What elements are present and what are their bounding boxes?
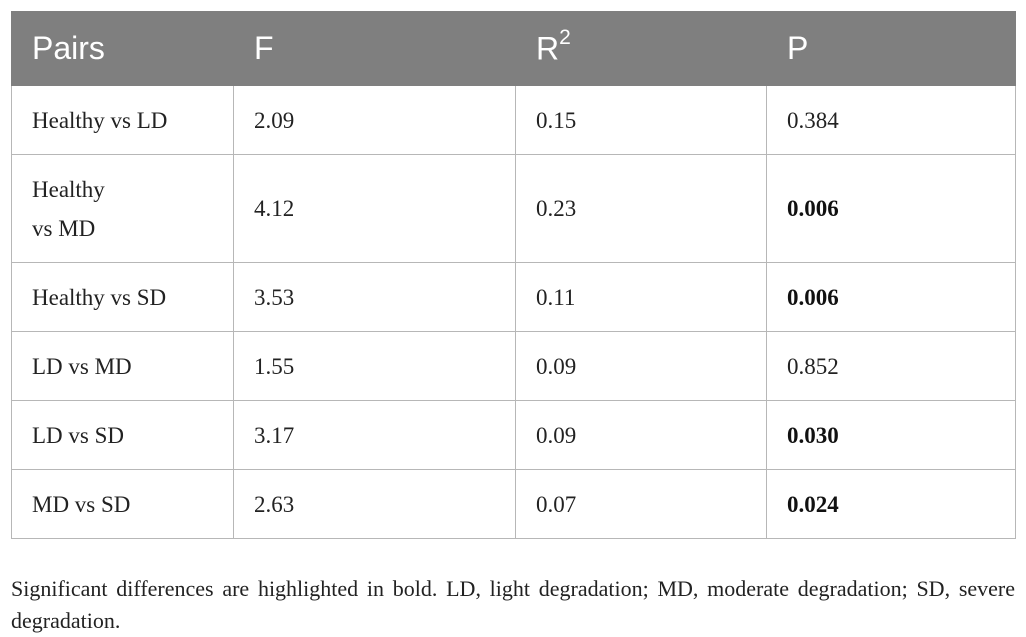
cell-pair-line2: vs MD xyxy=(32,215,96,241)
cell-r2: 0.11 xyxy=(515,262,767,332)
header-r2-base: R xyxy=(536,30,560,67)
cell-p: 0.024 xyxy=(766,469,1016,539)
table-row: Healthy vs LD 2.09 0.15 0.384 xyxy=(11,85,1016,155)
header-r2-superscript: 2 xyxy=(559,25,571,49)
header-row: Pairs F R2 P xyxy=(11,11,1016,86)
table-row: LD vs MD 1.55 0.09 0.852 xyxy=(11,331,1016,401)
cell-f: 1.55 xyxy=(233,331,516,401)
cell-pair: LD vs SD xyxy=(11,400,234,470)
cell-pair: Healthy vs LD xyxy=(11,85,234,155)
cell-p: 0.030 xyxy=(766,400,1016,470)
cell-p: 0.852 xyxy=(766,331,1016,401)
header-pairs: Pairs xyxy=(11,11,234,86)
cell-f: 4.12 xyxy=(233,154,516,263)
cell-p: 0.006 xyxy=(766,262,1016,332)
cell-pair: Healthy vs SD xyxy=(11,262,234,332)
cell-r2: 0.15 xyxy=(515,85,767,155)
cell-f: 2.63 xyxy=(233,469,516,539)
cell-pair-line1: Healthy xyxy=(32,176,105,202)
cell-f: 3.53 xyxy=(233,262,516,332)
table-row: LD vs SD 3.17 0.09 0.030 xyxy=(11,400,1016,470)
header-r2: R2 xyxy=(515,11,767,86)
table-header: Pairs F R2 P xyxy=(11,11,1016,86)
cell-p: 0.384 xyxy=(766,85,1016,155)
results-table-container: Pairs F R2 P Healthy vs LD 2.09 0.15 0.3… xyxy=(11,11,1016,539)
header-p: P xyxy=(766,11,1016,86)
cell-r2: 0.09 xyxy=(515,400,767,470)
table-row: Healthy vs SD 3.53 0.11 0.006 xyxy=(11,262,1016,332)
cell-r2: 0.09 xyxy=(515,331,767,401)
table-footnote: Significant differences are highlighted … xyxy=(11,576,1015,633)
table-body: Healthy vs LD 2.09 0.15 0.384 Healthy vs … xyxy=(11,85,1016,539)
cell-pair: MD vs SD xyxy=(11,469,234,539)
cell-f: 3.17 xyxy=(233,400,516,470)
header-f: F xyxy=(233,11,516,86)
cell-f: 2.09 xyxy=(233,85,516,155)
results-table: Pairs F R2 P Healthy vs LD 2.09 0.15 0.3… xyxy=(11,11,1016,539)
table-row: Healthy vs MD 4.12 0.23 0.006 xyxy=(11,154,1016,263)
cell-pair: LD vs MD xyxy=(11,331,234,401)
table-row: MD vs SD 2.63 0.07 0.024 xyxy=(11,469,1016,539)
cell-r2: 0.07 xyxy=(515,469,767,539)
cell-pair: Healthy vs MD xyxy=(11,154,234,263)
cell-r2: 0.23 xyxy=(515,154,767,263)
cell-p: 0.006 xyxy=(766,154,1016,263)
